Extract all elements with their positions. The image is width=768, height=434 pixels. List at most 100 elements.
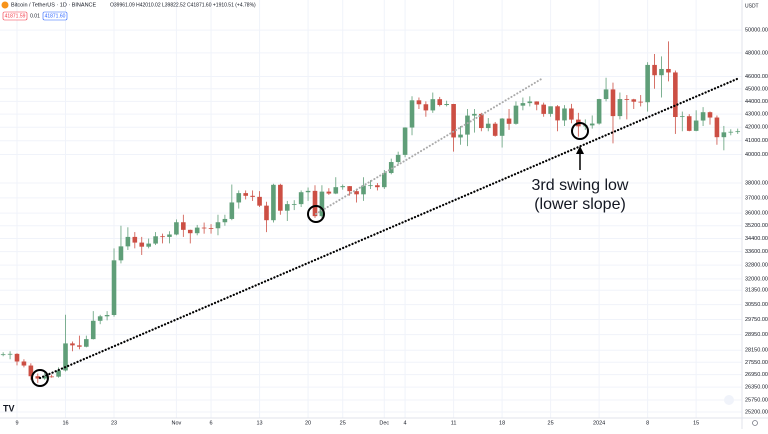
candle-body <box>84 339 89 347</box>
y-tick-label: 35200.00 <box>745 223 768 229</box>
candle-body <box>368 185 373 187</box>
candle-body <box>97 316 103 321</box>
candle-body <box>104 314 110 317</box>
y-tick-label: 27550.00 <box>745 360 768 366</box>
candle-body <box>472 113 477 116</box>
candle-body <box>596 99 602 124</box>
candle-body <box>673 72 678 118</box>
candle-body <box>21 361 27 366</box>
candle-body <box>721 132 727 138</box>
candle-body <box>125 236 131 247</box>
x-tick-label: 25 <box>340 420 346 426</box>
y-tick-label: 37000.00 <box>745 195 768 201</box>
candle-body <box>174 222 179 235</box>
candle-body <box>132 236 138 243</box>
candle-body <box>361 185 366 195</box>
candle-body <box>236 193 242 203</box>
candle-body <box>153 236 158 244</box>
candle-body <box>250 195 255 197</box>
candle-body <box>243 193 248 196</box>
candle-body <box>700 112 706 121</box>
candle-body <box>160 236 165 238</box>
candle-body <box>686 116 692 131</box>
candle-body <box>562 108 567 121</box>
x-tick-label: Nov <box>172 420 182 426</box>
y-tick-label: 32000.00 <box>745 276 768 282</box>
y-tick-label: 36000.00 <box>745 211 768 217</box>
swing-low-marker <box>307 205 325 223</box>
candle-body <box>90 320 96 340</box>
candle-body <box>513 105 519 124</box>
y-tick-label: 29750.00 <box>745 317 768 323</box>
candle-body <box>388 162 394 174</box>
candle-body <box>541 104 546 114</box>
x-tick-label: 2024 <box>593 420 605 426</box>
candle-body <box>451 103 456 138</box>
symbol-icon <box>1 1 9 9</box>
settings-icon[interactable] <box>752 420 758 426</box>
candle-body <box>569 108 574 120</box>
x-tick-label: 15 <box>693 420 699 426</box>
candle-body <box>215 222 221 229</box>
y-tick-label: 40000.00 <box>745 152 768 158</box>
candle-body <box>111 260 117 315</box>
candle-body <box>222 218 228 223</box>
buy-badge[interactable] <box>42 11 68 21</box>
candle-body <box>659 68 664 76</box>
swing-low-marker <box>31 369 49 387</box>
x-tick-label: 23 <box>111 420 117 426</box>
x-tick-label: 20 <box>305 420 311 426</box>
currency: USDT <box>745 3 759 9</box>
x-tick-label: 18 <box>499 420 505 426</box>
candle-body <box>291 204 297 205</box>
y-tick-label: 25200.00 <box>745 409 768 415</box>
settings-button[interactable] <box>724 395 734 405</box>
candle-body <box>70 343 75 346</box>
candle-body <box>305 190 311 193</box>
candle-body <box>167 234 172 237</box>
x-tick-label: 13 <box>256 420 262 426</box>
candle-body <box>638 101 644 103</box>
candle-body <box>118 246 124 261</box>
candle-body <box>28 365 34 377</box>
candle-body <box>181 222 186 230</box>
candle-body <box>430 99 436 111</box>
candle-body <box>278 184 283 211</box>
ohlc-legend: O39961.09 H42010.02 L39822.52 C41871.60 … <box>110 2 256 8</box>
candle-body <box>492 123 498 136</box>
candle-body <box>35 376 41 379</box>
x-tick-label: 4 <box>404 420 407 426</box>
candle-body <box>201 227 207 229</box>
candle-body <box>229 202 235 219</box>
candle-body <box>326 191 332 194</box>
candle-body <box>693 120 699 131</box>
y-tick-label: 34400.00 <box>745 236 768 242</box>
candle-body <box>479 113 484 129</box>
candle-body <box>14 353 20 362</box>
sell-badge[interactable] <box>2 11 28 21</box>
candle-body <box>485 123 491 129</box>
candle-body <box>409 100 415 128</box>
candle-body <box>603 89 609 100</box>
candle-body <box>444 103 449 106</box>
candle-body <box>139 242 145 247</box>
candle-body <box>333 187 339 194</box>
candle-body <box>0 354 6 356</box>
candle-body <box>146 243 151 247</box>
candle-body <box>319 191 325 217</box>
x-tick-label: 16 <box>62 420 68 426</box>
candle-body <box>679 116 685 118</box>
candle-body <box>437 99 443 106</box>
spread: 0.01 <box>30 13 40 19</box>
buy-price: 41871.60 <box>45 13 66 19</box>
arrowhead <box>576 146 584 154</box>
y-tick-label: 30550.00 <box>745 302 768 308</box>
candle-body <box>735 131 741 133</box>
candle-body <box>707 112 713 118</box>
y-tick-label: 25750.00 <box>745 397 768 403</box>
annotation: 3rd swing low <box>532 177 629 194</box>
candle-body <box>465 115 470 135</box>
candle-body <box>381 173 387 188</box>
y-tick-label: 41000.00 <box>745 138 768 144</box>
candle-body <box>728 131 734 133</box>
